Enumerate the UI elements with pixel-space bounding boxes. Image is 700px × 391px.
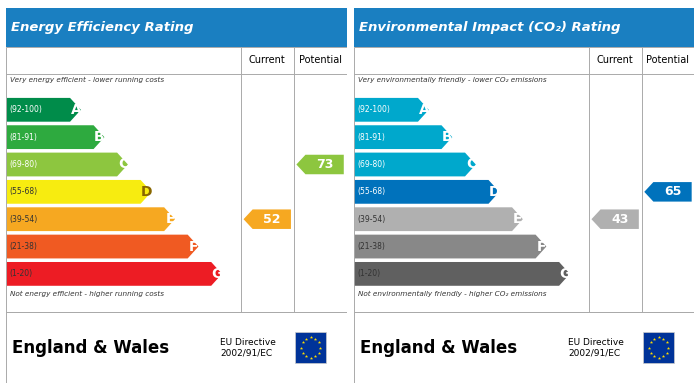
Text: A: A <box>71 103 81 117</box>
Text: 43: 43 <box>611 213 629 226</box>
Text: EU Directive
2002/91/EC: EU Directive 2002/91/EC <box>220 338 276 357</box>
Text: (39-54): (39-54) <box>358 215 386 224</box>
Text: B: B <box>442 130 453 144</box>
Text: (1-20): (1-20) <box>358 269 381 278</box>
Text: Potential: Potential <box>299 56 342 65</box>
Text: E: E <box>165 212 175 226</box>
Text: (69-80): (69-80) <box>10 160 38 169</box>
Polygon shape <box>355 207 523 231</box>
Text: Current: Current <box>597 56 634 65</box>
Text: (21-38): (21-38) <box>358 242 386 251</box>
Text: England & Wales: England & Wales <box>13 339 169 357</box>
Text: (81-91): (81-91) <box>358 133 386 142</box>
Text: Very energy efficient - lower running costs: Very energy efficient - lower running co… <box>10 77 164 83</box>
Text: (55-68): (55-68) <box>358 187 386 196</box>
Bar <box>6 8 346 47</box>
Polygon shape <box>644 182 692 202</box>
Polygon shape <box>7 152 128 176</box>
Bar <box>643 332 674 364</box>
Polygon shape <box>355 262 570 286</box>
Text: Environmental Impact (CO₂) Rating: Environmental Impact (CO₂) Rating <box>358 21 620 34</box>
Text: (21-38): (21-38) <box>10 242 38 251</box>
Bar <box>6 47 346 312</box>
Polygon shape <box>7 235 199 258</box>
Text: 65: 65 <box>664 185 681 198</box>
Text: England & Wales: England & Wales <box>360 339 517 357</box>
Text: Not energy efficient - higher running costs: Not energy efficient - higher running co… <box>10 291 164 297</box>
Polygon shape <box>355 152 476 176</box>
Text: (92-100): (92-100) <box>10 105 43 114</box>
Polygon shape <box>355 235 547 258</box>
Text: Very environmentally friendly - lower CO₂ emissions: Very environmentally friendly - lower CO… <box>358 77 546 83</box>
Text: G: G <box>211 267 223 281</box>
Bar <box>354 312 694 383</box>
Text: F: F <box>537 240 546 253</box>
Polygon shape <box>7 180 151 204</box>
Text: Current: Current <box>249 56 286 65</box>
Text: (39-54): (39-54) <box>10 215 38 224</box>
Text: D: D <box>141 185 153 199</box>
Polygon shape <box>296 155 344 174</box>
Text: (55-68): (55-68) <box>10 187 38 196</box>
Bar <box>6 312 346 383</box>
Polygon shape <box>355 98 429 122</box>
Polygon shape <box>355 125 452 149</box>
Text: EU Directive
2002/91/EC: EU Directive 2002/91/EC <box>568 338 624 357</box>
Polygon shape <box>7 98 81 122</box>
Text: 73: 73 <box>316 158 333 171</box>
Polygon shape <box>7 125 104 149</box>
Polygon shape <box>592 210 639 229</box>
Text: C: C <box>118 158 128 172</box>
Text: Potential: Potential <box>647 56 690 65</box>
Bar <box>354 47 694 312</box>
Bar <box>354 8 694 47</box>
Text: E: E <box>513 212 523 226</box>
Text: D: D <box>489 185 500 199</box>
Text: 52: 52 <box>263 213 281 226</box>
Text: A: A <box>419 103 429 117</box>
Text: C: C <box>466 158 476 172</box>
Polygon shape <box>355 180 499 204</box>
Text: (1-20): (1-20) <box>10 269 33 278</box>
Polygon shape <box>244 210 291 229</box>
Polygon shape <box>7 262 222 286</box>
Text: (92-100): (92-100) <box>358 105 391 114</box>
Text: G: G <box>559 267 570 281</box>
Polygon shape <box>7 207 175 231</box>
Text: Energy Efficiency Rating: Energy Efficiency Rating <box>10 21 193 34</box>
Bar <box>295 332 326 364</box>
Text: (81-91): (81-91) <box>10 133 38 142</box>
Text: F: F <box>189 240 198 253</box>
Text: (69-80): (69-80) <box>358 160 386 169</box>
Text: B: B <box>94 130 105 144</box>
Text: Not environmentally friendly - higher CO₂ emissions: Not environmentally friendly - higher CO… <box>358 291 546 297</box>
